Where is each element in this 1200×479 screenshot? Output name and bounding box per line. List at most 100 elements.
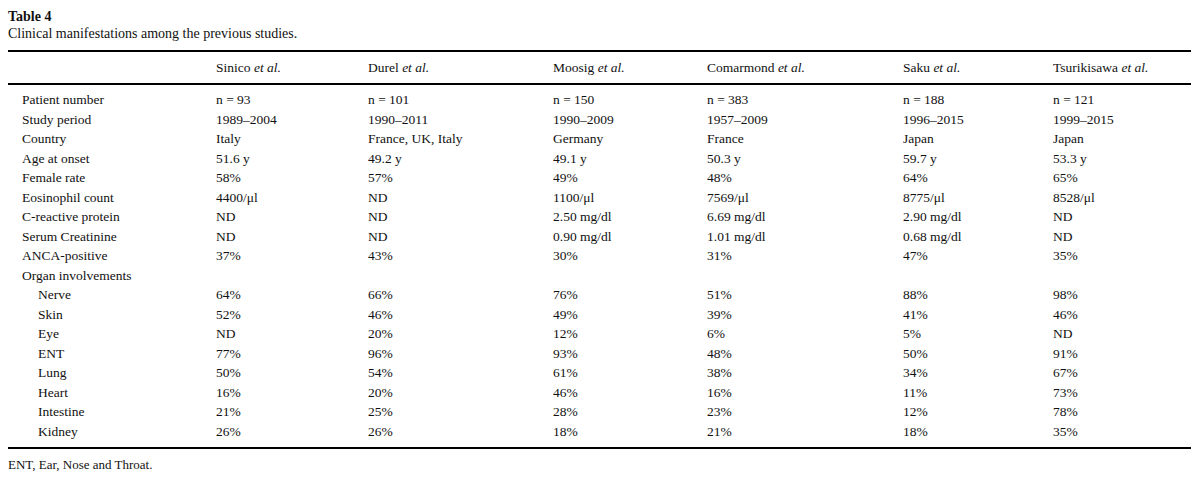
table-cell: 12%: [553, 324, 707, 344]
table-cell: 46%: [368, 305, 553, 325]
column-header-empty: [8, 51, 216, 84]
table-row: CountryItalyFrance, UK, ItalyGermanyFran…: [8, 129, 1191, 149]
table-cell: 88%: [903, 285, 1053, 305]
table-cell: 30%: [553, 246, 707, 266]
table-cell: 66%: [368, 285, 553, 305]
et-al-label: et al.: [402, 60, 429, 75]
table-cell: 77%: [216, 344, 368, 364]
table-footnote: ENT, Ear, Nose and Throat.: [8, 449, 1192, 473]
column-header-study: Durel et al.: [368, 51, 553, 84]
table-cell: 26%: [216, 422, 368, 449]
table-cell: 11%: [903, 383, 1053, 403]
table-row: Eosinophil count4400/μlND1100/μl7569/μl8…: [8, 188, 1191, 208]
row-label: ENT: [8, 344, 216, 364]
table-cell: Germany: [553, 129, 707, 149]
table-row: Heart16%20%46%16%11%73%: [8, 383, 1191, 403]
table-cell: n = 121: [1053, 84, 1191, 110]
table-row: Kidney26%26%18%21%18%35%: [8, 422, 1191, 449]
table-cell: [1053, 266, 1191, 286]
table-cell: 96%: [368, 344, 553, 364]
study-name: Sinico: [216, 60, 251, 75]
table-cell: 48%: [707, 168, 903, 188]
header-row: Sinico et al.Durel et al.Moosig et al.Co…: [8, 51, 1191, 84]
table-cell: 50%: [216, 363, 368, 383]
table-cell: 78%: [1053, 402, 1191, 422]
row-label: Skin: [8, 305, 216, 325]
table-cell: 47%: [903, 246, 1053, 266]
table-cell: 25%: [368, 402, 553, 422]
row-label: Study period: [8, 110, 216, 130]
table-cell: 93%: [553, 344, 707, 364]
table-cell: 58%: [216, 168, 368, 188]
table-cell: 34%: [903, 363, 1053, 383]
table-cell: Japan: [1053, 129, 1191, 149]
table-cell: 46%: [553, 383, 707, 403]
table-cell: 52%: [216, 305, 368, 325]
column-header-study: Saku et al.: [903, 51, 1053, 84]
table-cell: 0.68 mg/dl: [903, 227, 1053, 247]
table-cell: 35%: [1053, 422, 1191, 449]
row-label: Eye: [8, 324, 216, 344]
row-label: Age at onset: [8, 149, 216, 169]
study-name: Saku: [903, 60, 930, 75]
table-cell: n = 188: [903, 84, 1053, 110]
table-cell: ND: [368, 227, 553, 247]
table-cell: 1957–2009: [707, 110, 903, 130]
table-cell: 91%: [1053, 344, 1191, 364]
table-cell: 54%: [368, 363, 553, 383]
row-label: C-reactive protein: [8, 207, 216, 227]
table-row: Age at onset51.6 y49.2 y49.1 y50.3 y59.7…: [8, 149, 1191, 169]
table-cell: 6%: [707, 324, 903, 344]
table-cell: 28%: [553, 402, 707, 422]
table-cell: 39%: [707, 305, 903, 325]
table-row: Nerve64%66%76%51%88%98%: [8, 285, 1191, 305]
row-label: Organ involvements: [8, 266, 216, 286]
et-al-label: et al.: [254, 60, 281, 75]
table-cell: 61%: [553, 363, 707, 383]
table-cell: 31%: [707, 246, 903, 266]
table-cell: 1990–2009: [553, 110, 707, 130]
et-al-label: et al.: [598, 60, 625, 75]
study-name: Comarmond: [707, 60, 775, 75]
table-cell: 76%: [553, 285, 707, 305]
row-label: ANCA-positive: [8, 246, 216, 266]
table-cell: Japan: [903, 129, 1053, 149]
table-cell: ND: [216, 207, 368, 227]
table-cell: 21%: [707, 422, 903, 449]
table-cell: Italy: [216, 129, 368, 149]
column-header-study: Moosig et al.: [553, 51, 707, 84]
table-cell: [216, 266, 368, 286]
table-cell: 59.7 y: [903, 149, 1053, 169]
table-cell: 20%: [368, 324, 553, 344]
table-row: Study period1989–20041990–20111990–20091…: [8, 110, 1191, 130]
row-label: Eosinophil count: [8, 188, 216, 208]
table-cell: 5%: [903, 324, 1053, 344]
table-cell: n = 150: [553, 84, 707, 110]
table-row: Intestine21%25%28%23%12%78%: [8, 402, 1191, 422]
table-row: Organ involvements: [8, 266, 1191, 286]
table-number: Table 4: [8, 8, 1192, 25]
table-cell: ND: [1053, 324, 1191, 344]
table-cell: [553, 266, 707, 286]
table-cell: ND: [1053, 227, 1191, 247]
study-name: Tsurikisawa: [1053, 60, 1118, 75]
row-label: Lung: [8, 363, 216, 383]
table-cell: ND: [368, 188, 553, 208]
table-cell: 35%: [1053, 246, 1191, 266]
table-header: Sinico et al.Durel et al.Moosig et al.Co…: [8, 51, 1191, 84]
table-cell: 8528/μl: [1053, 188, 1191, 208]
study-name: Durel: [368, 60, 399, 75]
et-al-label: et al.: [778, 60, 805, 75]
table-cell: 73%: [1053, 383, 1191, 403]
table-caption: Table 4 Clinical manifestations among th…: [8, 8, 1192, 43]
row-label: Patient number: [8, 84, 216, 110]
table-cell: 51%: [707, 285, 903, 305]
table-cell: 4400/μl: [216, 188, 368, 208]
et-al-label: et al.: [933, 60, 960, 75]
table-cell: 67%: [1053, 363, 1191, 383]
et-al-label: et al.: [1121, 60, 1148, 75]
table-cell: 98%: [1053, 285, 1191, 305]
column-header-study: Tsurikisawa et al.: [1053, 51, 1191, 84]
table-cell: 1989–2004: [216, 110, 368, 130]
table-body: Patient numbern = 93n = 101n = 150n = 38…: [8, 84, 1191, 448]
